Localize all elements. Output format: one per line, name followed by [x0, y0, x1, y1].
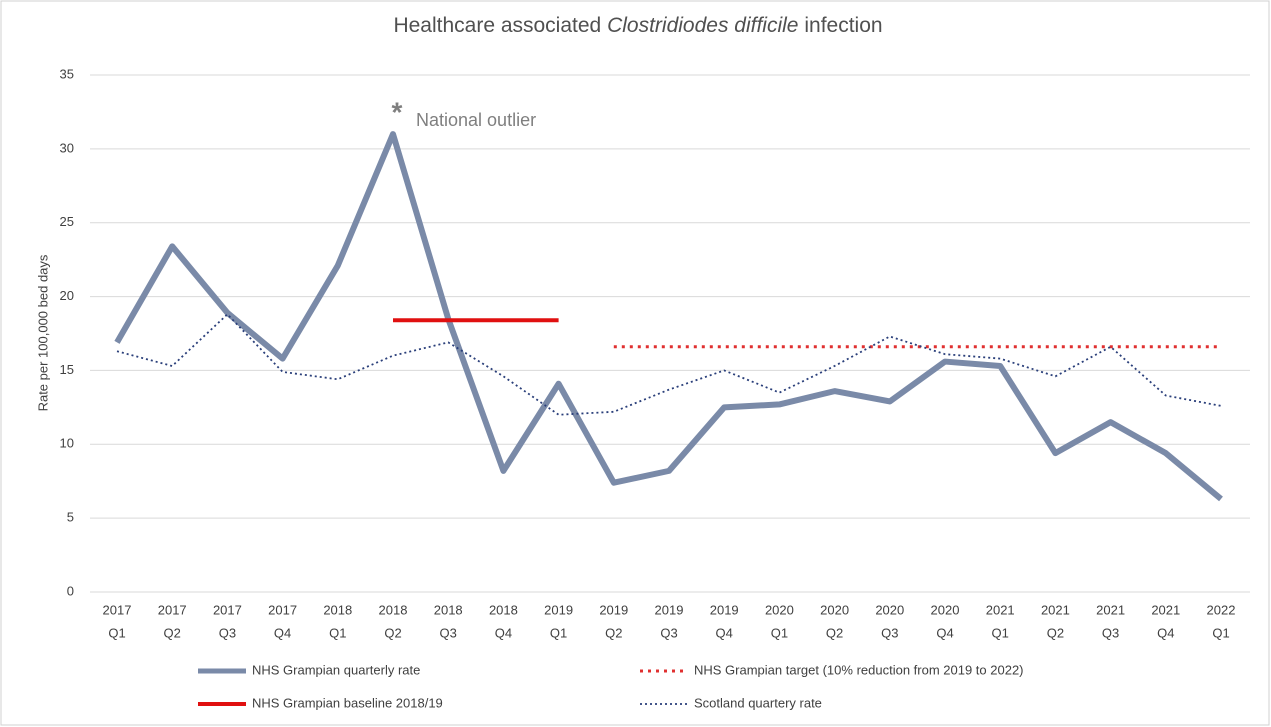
x-tick-label: Q3	[219, 625, 236, 640]
x-tick-label: Q4	[1157, 625, 1174, 640]
x-tick-label: Q2	[826, 625, 843, 640]
x-tick-label: 2020	[765, 602, 794, 617]
x-tick-label: Q1	[1212, 625, 1229, 640]
chart-title: Healthcare associated Clostridiodes diff…	[393, 14, 882, 37]
x-tick-label: Q1	[992, 625, 1009, 640]
annotation-marker: *	[392, 96, 403, 127]
x-tick-label: 2019	[599, 602, 628, 617]
x-tick-label: 2017	[213, 602, 242, 617]
x-tick-label: 2018	[323, 602, 352, 617]
title-part: Healthcare associated	[393, 14, 601, 37]
x-tick-label: 2017	[268, 602, 297, 617]
x-tick-label: 2021	[986, 602, 1015, 617]
x-tick-label: 2020	[931, 602, 960, 617]
x-tick-label: Q3	[440, 625, 457, 640]
y-tick-label: 25	[60, 214, 74, 229]
x-tick-label: 2019	[710, 602, 739, 617]
x-tick-label: 2021	[1151, 602, 1180, 617]
x-tick-label: 2018	[434, 602, 463, 617]
x-tick-label: Q3	[1102, 625, 1119, 640]
x-tick-label: Q2	[1047, 625, 1064, 640]
x-tick-label: 2019	[544, 602, 573, 617]
x-tick-label: 2019	[655, 602, 684, 617]
y-axis-label: Rate per 100,000 bed days	[35, 254, 50, 411]
legend-label: NHS Grampian quarterly rate	[252, 662, 420, 677]
annotation-text: National outlier	[416, 110, 536, 130]
legend-label: NHS Grampian target (10% reduction from …	[694, 662, 1024, 677]
x-tick-label: 2018	[379, 602, 408, 617]
x-tick-label: 2020	[875, 602, 904, 617]
series-line	[114, 131, 1223, 502]
x-tick-label: 2018	[489, 602, 518, 617]
y-tick-label: 5	[67, 510, 74, 525]
legend-label: NHS Grampian baseline 2018/19	[252, 695, 443, 710]
x-tick-label: Q1	[108, 625, 125, 640]
y-tick-label: 35	[60, 66, 74, 81]
title-part: infection	[804, 14, 882, 37]
x-tick-label: Q2	[384, 625, 401, 640]
x-tick-label: Q3	[881, 625, 898, 640]
x-tick-label: 2020	[820, 602, 849, 617]
series-line	[116, 313, 1222, 416]
x-tick-label: Q3	[660, 625, 677, 640]
x-tick-label: 2017	[103, 602, 132, 617]
y-tick-label: 10	[60, 436, 74, 451]
x-tick-label: Q4	[495, 625, 512, 640]
x-tick-label: Q4	[716, 625, 733, 640]
y-tick-label: 15	[60, 362, 74, 377]
x-tick-label: Q4	[274, 625, 291, 640]
x-tick-label: 2021	[1041, 602, 1070, 617]
x-tick-label: Q2	[164, 625, 181, 640]
x-tick-label: Q1	[771, 625, 788, 640]
x-tick-label: Q1	[329, 625, 346, 640]
x-tick-label: 2017	[158, 602, 187, 617]
y-tick-label: 0	[67, 583, 74, 598]
x-tick-label: Q1	[550, 625, 567, 640]
x-tick-label: Q2	[605, 625, 622, 640]
y-tick-label: 20	[60, 288, 74, 303]
x-tick-label: Q4	[936, 625, 953, 640]
x-tick-label: 2021	[1096, 602, 1125, 617]
legend-label: Scotland quartery rate	[694, 695, 822, 710]
y-tick-label: 30	[60, 140, 74, 155]
x-tick-label: 2022	[1207, 602, 1236, 617]
title-part: Clostridiodes difficile	[607, 14, 798, 37]
